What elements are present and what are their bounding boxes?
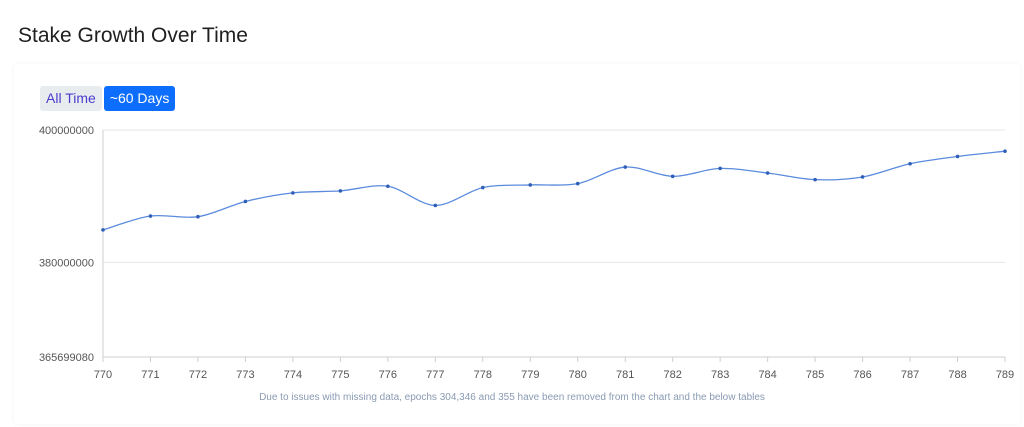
data-point — [386, 184, 390, 189]
x-tick-label: 788 — [948, 369, 966, 381]
data-point — [480, 185, 485, 190]
x-tick-label: 782 — [664, 369, 682, 381]
data-point — [718, 166, 722, 171]
x-tick-label: 784 — [758, 369, 776, 381]
data-point — [765, 171, 770, 175]
all-time-button[interactable]: All Time — [40, 86, 102, 111]
chart-card — [14, 64, 1020, 424]
x-tick-label: 775 — [331, 369, 349, 381]
y-tick-label: 380000000 — [39, 257, 94, 269]
data-point — [433, 203, 438, 208]
chart-footnote: Due to issues with missing data, epochs … — [259, 392, 765, 403]
data-point — [1003, 149, 1007, 153]
data-point — [623, 165, 628, 169]
x-tick-label: 779 — [521, 369, 539, 381]
x-tick-label: 780 — [569, 369, 587, 381]
range-toggle: All Time ~60 Days — [40, 86, 176, 111]
y-tick-label: 365699080 — [39, 352, 94, 364]
x-tick-label: 783 — [711, 369, 729, 381]
x-tick-label: 771 — [141, 369, 159, 381]
data-point — [243, 199, 248, 204]
x-tick-label: 789 — [996, 369, 1014, 381]
x-tick-label: 776 — [379, 369, 397, 381]
data-point — [291, 191, 295, 195]
stake-series-line — [102, 150, 1006, 231]
sixty-days-button[interactable]: ~60 Days — [103, 86, 176, 111]
x-tick-label: 774 — [284, 369, 302, 381]
x-tick-label: 778 — [474, 369, 492, 381]
y-tick-label: 400000000 — [39, 125, 94, 137]
data-point — [955, 154, 960, 159]
page-title: Stake Growth Over Time — [18, 24, 248, 47]
data-point — [575, 181, 580, 186]
data-point — [101, 228, 105, 232]
data-point — [148, 214, 153, 218]
x-tick-label: 781 — [616, 369, 634, 381]
x-tick-label: 786 — [853, 369, 871, 381]
data-point — [670, 174, 675, 179]
data-point — [908, 161, 912, 166]
x-tick-label: 773 — [236, 369, 254, 381]
data-point — [338, 189, 343, 193]
x-tick-label: 787 — [901, 369, 919, 381]
data-point — [860, 175, 865, 179]
data-point — [196, 214, 200, 219]
data-point — [813, 177, 817, 182]
x-tick-label: 777 — [426, 369, 444, 381]
x-tick-label: 770 — [94, 369, 112, 381]
x-tick-label: 785 — [806, 369, 824, 381]
x-tick-label: 772 — [189, 369, 207, 381]
data-point — [528, 183, 533, 187]
